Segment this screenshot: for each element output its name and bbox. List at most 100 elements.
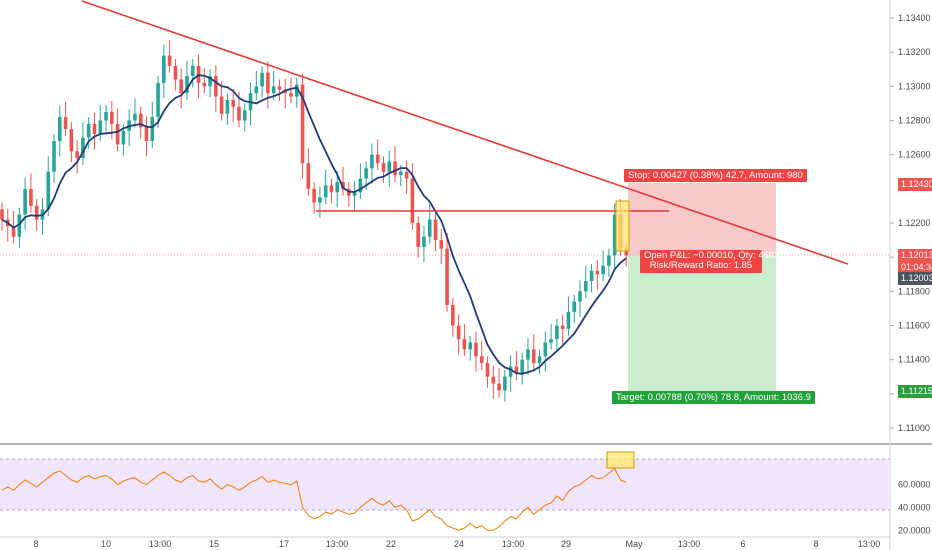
time-tick-label: 22 xyxy=(386,539,396,549)
candle-body xyxy=(277,86,282,90)
candle-body xyxy=(98,120,103,135)
candle-body xyxy=(520,359,524,374)
candle-body xyxy=(104,111,108,121)
current-price-tag: 1.12013 xyxy=(898,249,932,262)
candle-body xyxy=(433,219,438,241)
candle-body xyxy=(115,123,120,145)
candle-body xyxy=(306,163,311,189)
stop-price-tag: 1.12430 xyxy=(898,178,932,191)
candle-body xyxy=(254,86,259,94)
candle-body xyxy=(133,113,137,121)
candle-body xyxy=(595,270,600,275)
highlight-box-rsi[interactable] xyxy=(606,451,635,469)
candle-body xyxy=(416,223,420,247)
price-tick-label: 1.11000 xyxy=(898,423,930,433)
candle-body xyxy=(214,76,218,97)
candle-body xyxy=(34,205,39,220)
price-tick-label: 1.12800 xyxy=(898,116,931,126)
candle-body xyxy=(266,72,270,94)
time-tick-label: 13:00 xyxy=(149,539,172,549)
candle-body xyxy=(468,342,472,350)
countdown-tag: 01:04:34 xyxy=(898,261,932,274)
price-tick-label: 1.13200 xyxy=(898,47,931,57)
candle-body xyxy=(150,117,155,141)
candle-body xyxy=(318,197,322,203)
candle-body xyxy=(58,117,62,141)
risk-reward-text: Risk/Reward Ratio: 1.85 xyxy=(649,260,753,271)
moving-average-line xyxy=(1,74,627,375)
candle-body xyxy=(0,209,4,220)
candle-body xyxy=(451,305,455,326)
candle-body xyxy=(341,182,345,189)
candle-body xyxy=(335,182,340,193)
candle-body xyxy=(531,349,536,364)
candle-body xyxy=(179,79,183,94)
candle-body xyxy=(208,76,212,87)
candle-body xyxy=(543,342,548,357)
candle-body xyxy=(387,161,392,172)
candle-body xyxy=(138,113,143,128)
candle-body xyxy=(289,93,293,97)
candle-body xyxy=(294,84,299,97)
candle-body xyxy=(612,214,617,256)
candle-body xyxy=(572,301,577,312)
candle-body xyxy=(219,96,224,114)
candle-body xyxy=(491,376,496,384)
candle-body xyxy=(566,311,571,329)
rsi-axis[interactable]: 60.0000 40.0000 20.0000 xyxy=(898,480,931,536)
candle-body xyxy=(364,168,368,179)
position-zones xyxy=(628,183,776,392)
candle-body xyxy=(427,219,432,237)
candle-body xyxy=(173,65,178,80)
candle-body xyxy=(300,84,305,164)
candle-body xyxy=(399,171,403,176)
time-tick-label: 29 xyxy=(561,539,571,549)
candle-body xyxy=(23,188,27,215)
candle-body xyxy=(352,192,357,196)
candle-body xyxy=(156,82,160,118)
candle-body xyxy=(589,270,594,282)
candlestick-series xyxy=(0,40,629,402)
candle-body xyxy=(260,72,264,87)
candle-body xyxy=(583,281,588,292)
price-tick-label: 1.13400 xyxy=(898,13,931,23)
price-axis[interactable]: 1.13400 1.13200 1.13000 1.12800 1.12600 1.122… xyxy=(898,13,931,433)
candle-body xyxy=(46,171,51,210)
candle-body xyxy=(92,123,97,135)
target-price-tag: 1.11215 xyxy=(898,385,932,398)
candle-body xyxy=(503,376,507,391)
stop-label: Stop: 0.00427 (0.38%) 42.7, Amount: 980 xyxy=(624,169,807,182)
time-tick-label: 8 xyxy=(813,539,818,549)
candle-body xyxy=(52,141,56,172)
descending-trendline[interactable] xyxy=(81,0,849,265)
candle-body xyxy=(63,117,68,130)
entry-price-tag: 1.12003 xyxy=(898,272,932,285)
stop-zone xyxy=(628,183,776,255)
time-tick-label: 13:00 xyxy=(678,539,701,549)
candle-body xyxy=(358,178,363,193)
price-tick-label: 1.12200 xyxy=(898,218,931,228)
candle-body xyxy=(462,339,467,350)
candle-body xyxy=(225,100,230,114)
candle-body xyxy=(167,55,172,66)
rsi-tick-label: 20.0000 xyxy=(898,525,931,535)
candle-body xyxy=(410,178,415,223)
time-axis[interactable]: 8 10 13:00 15 17 13:00 22 24 13:00 29 May 13:00 6 8 13… xyxy=(33,539,880,549)
pnl-label: Open P&L: −0.00010, Qty: 4683 Risk/Rewar… xyxy=(640,250,779,273)
rsi-line xyxy=(1,467,627,531)
candle-body xyxy=(185,76,189,94)
candle-body xyxy=(75,151,79,159)
candle-body xyxy=(474,342,478,357)
candle-body xyxy=(202,82,207,87)
candle-body xyxy=(237,106,241,121)
highlight-box-price[interactable] xyxy=(615,200,630,252)
candle-body xyxy=(578,291,582,302)
time-tick-label: 10 xyxy=(101,539,111,549)
grid-lines xyxy=(890,17,894,429)
candle-body xyxy=(17,214,22,237)
candle-body xyxy=(144,127,149,141)
candle-body xyxy=(110,111,114,124)
candle-body xyxy=(485,363,490,377)
candle-body xyxy=(370,154,374,169)
